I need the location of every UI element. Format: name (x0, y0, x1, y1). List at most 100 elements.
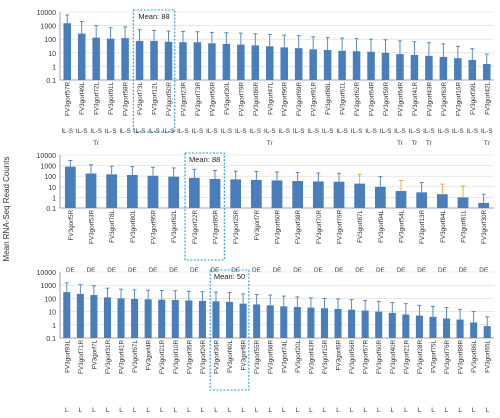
category-label: FV3gorf43R (308, 340, 315, 374)
category-label: FV3gorf74L (281, 340, 288, 373)
bar (171, 300, 179, 338)
group-label: DE (293, 267, 302, 274)
y-tick-label: 0.1 (46, 336, 56, 343)
y-tick-label: 100 (44, 174, 56, 181)
group-label: L (431, 407, 435, 414)
group-label: IL-S (264, 128, 276, 135)
group-label: L (187, 407, 191, 414)
group-label: L (106, 407, 110, 414)
subgroup-label: Tr (267, 140, 273, 147)
category-label: FV3gorf42L (484, 82, 491, 115)
subgroup-label: Tr (93, 140, 99, 147)
bar (164, 41, 173, 80)
group-label: DE (169, 267, 178, 274)
bar (266, 305, 274, 338)
group-label: IL-S (423, 128, 435, 135)
bar (375, 311, 383, 338)
category-label: FV3gorf87L (357, 210, 364, 243)
category-label: FV3gorf12L (152, 82, 159, 115)
category-label: FV3gorf28R (417, 340, 424, 374)
group-label: DE (438, 267, 447, 274)
group-label: IL-S (105, 128, 117, 135)
bar (131, 299, 139, 338)
bar (266, 46, 274, 80)
bar (402, 314, 410, 338)
bar (293, 307, 301, 338)
group-label: DE (355, 267, 364, 274)
bar (76, 293, 84, 338)
category-label: FV3gorf91R (311, 82, 318, 116)
y-tick-label: 1000 (40, 283, 56, 290)
category-label: FV3gorf20L (295, 340, 302, 373)
bar (208, 43, 216, 80)
group-label: IL-S (134, 128, 146, 135)
category-label: FV3gorf59R (383, 82, 390, 116)
category-label: FV3gorf16R (455, 82, 462, 116)
y-tick-label: 10000 (37, 10, 57, 17)
group-label: DE (479, 267, 488, 274)
group-label: IL-S (221, 128, 233, 135)
bar (416, 192, 428, 208)
bar (209, 178, 221, 208)
category-label: FV3gorf30L (224, 82, 231, 115)
bar (483, 326, 491, 338)
group-label: DE (149, 267, 158, 274)
category-label: FV3gorf21R (403, 340, 410, 374)
group-label: IL-S (278, 128, 290, 135)
group-label: L (485, 407, 489, 414)
chart-panel-3: 10000 1000 100 10 1 0.1 FV3gorf93L L FV3gorf71R L… (37, 269, 494, 414)
bar (478, 202, 490, 208)
group-label: L (65, 407, 69, 414)
category-label: FV3gorf57R (363, 340, 370, 374)
y-tick-label: 100 (44, 37, 56, 44)
bar (334, 308, 342, 338)
group-label: IL-S (90, 128, 102, 135)
category-label: FV3gorf67L (132, 340, 139, 373)
mean-label: Mean: 50 (214, 272, 245, 281)
bar (150, 40, 158, 80)
category-label: FV3gorf63R (441, 82, 448, 116)
group-label: L (404, 407, 408, 414)
bar (312, 181, 324, 208)
category-label: FV3gorf7L (91, 340, 98, 370)
group-label: DE (107, 267, 116, 274)
y-axis-label: Mean RNA-Seq Read Counts (2, 157, 11, 262)
group-label: IL-S (351, 128, 363, 135)
category-label: FV3gorf5R (68, 210, 75, 241)
group-label: L (391, 407, 395, 414)
group-label: DE (66, 267, 75, 274)
category-label: FV3gorf88L (325, 82, 332, 115)
category-label: FV3gorf95R (151, 210, 158, 244)
bar (271, 180, 283, 208)
bar (309, 49, 317, 80)
mean-label: Mean: 88 (189, 155, 220, 164)
subgroup-label: Tr (412, 140, 418, 147)
category-label: FV3gorf21R (159, 340, 166, 374)
bar (188, 177, 200, 208)
category-label: FV3gorf76R (337, 210, 344, 244)
bar (158, 299, 166, 338)
y-tick-label: 1000 (40, 164, 56, 171)
mean-label: Mean: 88 (138, 12, 169, 21)
category-label: FV3gorf39L (470, 82, 477, 115)
group-label: L (228, 407, 232, 414)
bar (198, 300, 206, 338)
bar (429, 316, 437, 338)
category-label: FV3gorf73R (195, 82, 202, 116)
bar (222, 43, 231, 80)
group-label: L (323, 407, 327, 414)
category-label: FV3gorf35R (186, 340, 193, 374)
bar (333, 181, 345, 208)
group-label: IL-S (365, 128, 377, 135)
group-label: IL-S (235, 128, 247, 135)
group-label: DE (376, 267, 385, 274)
chart-panel-2: 10000 1000 100 10 1 0.1 FV3gorf5R DE FV3gorf53R D… (37, 152, 494, 274)
bar (367, 51, 375, 80)
category-label: FV3gorf73L (137, 82, 144, 115)
category-label: FV3gorf30R (481, 210, 488, 244)
category-label: FV3gorf4R (146, 340, 153, 371)
category-label: FV3gorf72L (94, 82, 101, 115)
group-label: IL-S (177, 128, 189, 135)
category-label: FV3gorf78L (109, 210, 116, 243)
y-tick-label: 0.1 (46, 206, 56, 213)
